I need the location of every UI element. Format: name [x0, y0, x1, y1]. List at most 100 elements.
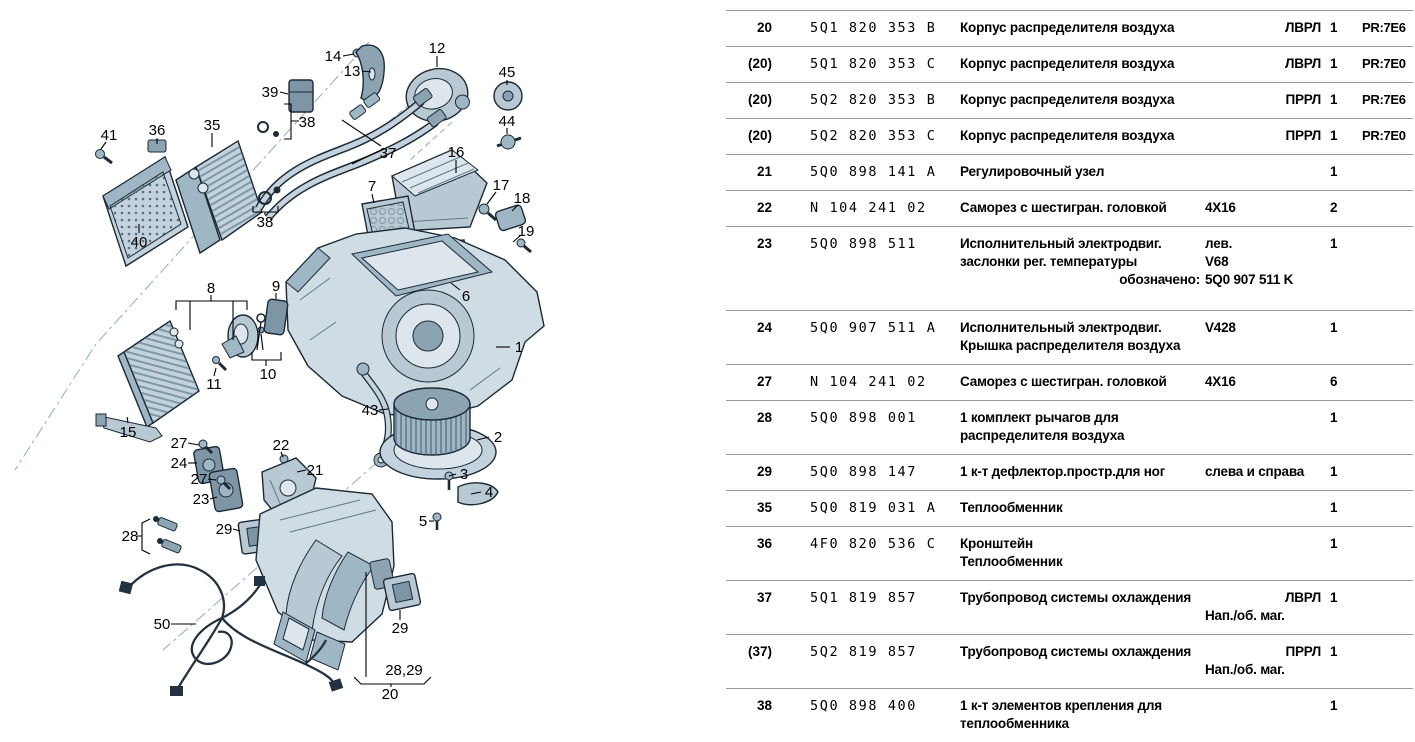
part-housing-upper-1 — [285, 227, 545, 419]
callout-39[interactable]: 39 — [262, 84, 279, 101]
callout-44[interactable]: 44 — [499, 113, 516, 130]
callout-21[interactable]: 21 — [307, 462, 324, 479]
leader-line — [470, 491, 482, 495]
col-note: ЛВРЛ — [1284, 20, 1321, 35]
leader-line — [351, 149, 382, 165]
callout-6[interactable]: 6 — [462, 288, 470, 305]
table-row[interactable]: 38 5Q0 898 400 1 к-т элементов крепления д… — [726, 688, 1413, 742]
callout-22[interactable]: 22 — [273, 437, 290, 454]
table-row[interactable]: 22 N 104 241 02 Саморез с шестигран. голов… — [726, 190, 1413, 226]
col-position: 22 — [756, 200, 772, 215]
col-description: Теплообменник — [960, 500, 1063, 515]
col-pr-code — [1362, 463, 1412, 481]
callout-17[interactable]: 17 — [493, 177, 510, 194]
callout-40[interactable]: 40 — [131, 234, 148, 251]
col-pr-code — [1362, 373, 1412, 391]
callout-35[interactable]: 35 — [204, 117, 221, 134]
table-row[interactable]: 27 N 104 241 02 Саморез с шестигран. голов… — [726, 364, 1413, 400]
callout-1[interactable]: 1 — [515, 339, 523, 356]
col-note: V428 — [1205, 320, 1236, 335]
col-note: ЛВРЛ — [1284, 56, 1321, 71]
callout-2829[interactable]: 28,29 — [385, 662, 423, 679]
callout-41[interactable]: 41 — [101, 127, 118, 144]
callout-11[interactable]: 11 — [206, 376, 222, 393]
callout-2[interactable]: 2 — [494, 429, 502, 446]
table-row[interactable]: (20) 5Q2 820 353 B Корпус распределителя в… — [726, 82, 1413, 118]
callout-18[interactable]: 18 — [514, 190, 531, 207]
part-blower-2 — [379, 387, 497, 480]
col-quantity: 2 — [1330, 200, 1338, 215]
callout-13[interactable]: 13 — [344, 63, 361, 80]
table-row[interactable]: (20) 5Q2 820 353 C Корпус распределителя в… — [726, 118, 1413, 154]
part-seal-12 — [405, 67, 470, 123]
table-row[interactable]: 36 4F0 820 536 C Кронштейн Теплообменник 1 — [726, 526, 1413, 580]
callout-15[interactable]: 15 — [120, 424, 137, 441]
callout-10[interactable]: 10 — [260, 366, 277, 383]
callout-50[interactable]: 50 — [154, 616, 171, 633]
col-quantity: 1 — [1330, 590, 1338, 605]
callout-37[interactable]: 37 — [380, 145, 397, 162]
callout-23[interactable]: 23 — [193, 491, 210, 508]
leader-line — [296, 469, 307, 473]
part-scoop-4 — [457, 482, 499, 506]
col-description: Корпус распределителя воздуха — [960, 128, 1175, 143]
callout-14[interactable]: 14 — [325, 48, 342, 65]
callout-38[interactable]: 38 — [257, 214, 274, 231]
table-row[interactable]: (20) 5Q1 820 353 C Корпус распределителя в… — [726, 46, 1413, 82]
callout-brackets — [137, 103, 432, 687]
leader-line — [476, 436, 490, 441]
col-position: (20) — [747, 128, 772, 143]
col-description: 1 к-т дефлектор.простр.для ног — [960, 464, 1166, 479]
table-row[interactable]: 20 5Q1 820 353 B Корпус распределителя воз… — [726, 10, 1413, 46]
callout-29[interactable]: 29 — [216, 521, 233, 538]
col-quantity: 1 — [1330, 164, 1338, 179]
table-row[interactable]: 28 5Q0 898 001 1 комплект рычагов для распр… — [726, 400, 1413, 454]
col-pr-code — [1362, 163, 1412, 181]
col-note: 4X16 — [1205, 374, 1236, 389]
col-quantity: 1 — [1330, 698, 1338, 713]
callout-19[interactable]: 19 — [518, 223, 535, 240]
col-part-number: 5Q2 820 353 B — [810, 92, 937, 108]
callout-12[interactable]: 12 — [429, 40, 446, 57]
callout-24[interactable]: 24 — [171, 455, 188, 472]
col-quantity: 1 — [1330, 128, 1338, 143]
col-pr-code: PR:7E6 — [1362, 92, 1406, 107]
part-screw-5 — [432, 512, 442, 530]
part-grommet-45 — [493, 81, 523, 111]
callout-7[interactable]: 7 — [368, 178, 376, 195]
callout-3[interactable]: 3 — [460, 466, 468, 483]
callout-29[interactable]: 29 — [392, 620, 409, 637]
col-pr-code — [1362, 589, 1412, 607]
leader-line — [450, 282, 461, 291]
part-valve-44 — [496, 134, 522, 150]
callout-38[interactable]: 38 — [299, 114, 316, 131]
callout-27[interactable]: 27 — [191, 471, 208, 488]
col-pr-code — [1362, 235, 1412, 253]
col-part-number: 5Q0 898 141 A — [810, 164, 937, 180]
callout-45[interactable]: 45 — [499, 64, 516, 81]
callout-36[interactable]: 36 — [149, 122, 166, 139]
table-row[interactable]: 35 5Q0 819 031 A Теплообменник 1 — [726, 490, 1413, 526]
table-row[interactable]: (37) 5Q2 819 857 Трубопровод системы охлаж… — [726, 634, 1413, 688]
callout-5[interactable]: 5 — [419, 513, 427, 530]
part-evaporator — [117, 319, 200, 429]
table-row[interactable]: 24 5Q0 907 511 A Исполнительный электродви… — [726, 310, 1413, 364]
callout-43[interactable]: 43 — [362, 402, 379, 419]
callout-28[interactable]: 28 — [122, 528, 139, 545]
callout-27[interactable]: 27 — [171, 435, 188, 452]
callout-9[interactable]: 9 — [272, 278, 280, 295]
table-row[interactable]: 37 5Q1 819 857 Трубопровод системы охлажде… — [726, 580, 1413, 634]
callout-16[interactable]: 16 — [448, 144, 465, 161]
table-row[interactable]: 23 5Q0 898 511 Исполнительный электродвиг.… — [726, 226, 1413, 310]
table-row[interactable]: 21 5Q0 898 141 A Регулировочный узел 1 — [726, 154, 1413, 190]
callout-20[interactable]: 20 — [382, 686, 399, 703]
part-damper-disc-8 — [221, 314, 259, 359]
callout-4[interactable]: 4 — [485, 484, 493, 501]
col-part-number: 5Q0 898 511 — [810, 236, 918, 252]
part-housing-lower-20 — [255, 487, 395, 671]
col-position: (37) — [747, 644, 772, 659]
table-row[interactable]: 29 5Q0 898 147 1 к-т дефлектор.простр.для … — [726, 454, 1413, 490]
col-pr-code — [1362, 643, 1412, 661]
callout-8[interactable]: 8 — [207, 280, 215, 297]
col-description: Регулировочный узел — [960, 164, 1105, 179]
